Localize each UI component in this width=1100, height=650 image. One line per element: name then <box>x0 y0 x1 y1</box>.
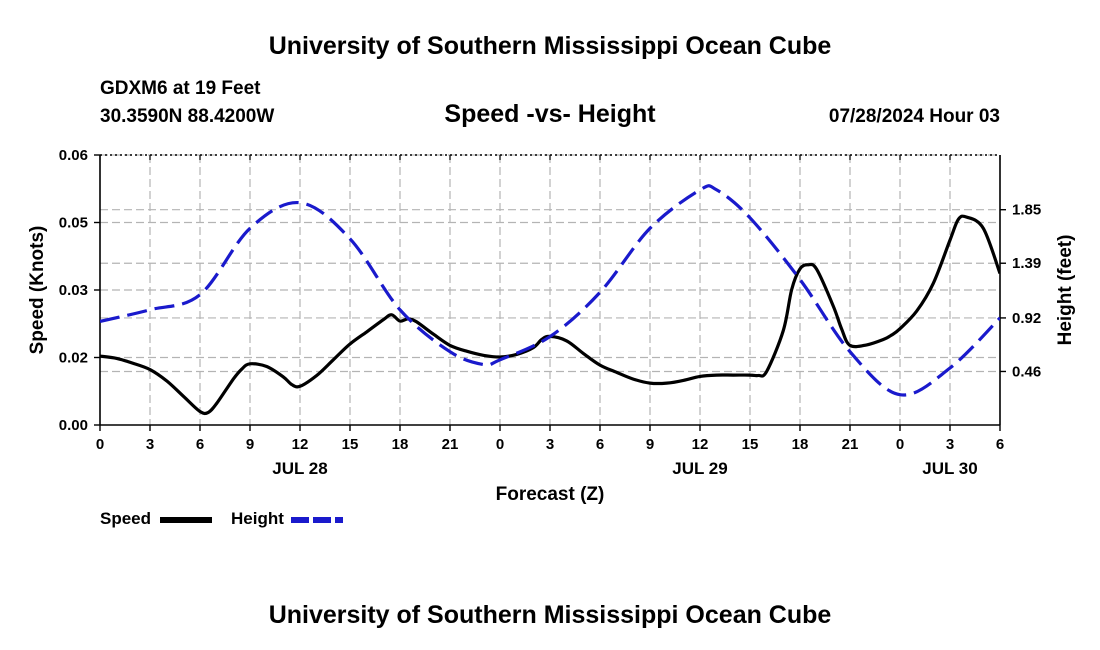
y2-tick-label: 1.39 <box>1012 255 1041 272</box>
x-tick-label: 18 <box>792 436 809 453</box>
series-layer <box>100 184 1000 416</box>
y2-tick-label: 1.85 <box>1012 202 1041 219</box>
page-title: University of Southern Mississippi Ocean… <box>268 32 832 60</box>
x-tick-label: 9 <box>646 436 654 453</box>
x-tick-label: 3 <box>146 436 154 453</box>
y-tick-label: 0.00 <box>59 417 88 434</box>
station-name: GDXM6 at 19 Feet <box>100 78 261 99</box>
x-tick-label: 6 <box>996 436 1004 453</box>
x-date-label: JUL 29 <box>672 459 727 478</box>
y-axis-title: Speed (Knots) <box>27 226 48 355</box>
x-tick-label: 12 <box>292 436 309 453</box>
x-tick-label: 0 <box>96 436 104 453</box>
legend-height-label: Height <box>231 509 284 528</box>
legend-speed-swatch <box>160 517 212 523</box>
x-tick-label: 15 <box>742 436 759 453</box>
x-tick-label: 3 <box>546 436 554 453</box>
legend-height-swatch <box>291 517 343 523</box>
station-coordinates: 30.3590N 88.4200W <box>100 106 275 127</box>
x-date-label: JUL 28 <box>272 459 327 478</box>
legend-speed-label: Speed <box>100 509 152 528</box>
y2-axis-title: Height (feet) <box>1055 235 1076 346</box>
x-tick-label: 21 <box>842 436 859 453</box>
grid-layer <box>100 154 1000 425</box>
x-tick-label: 18 <box>392 436 409 453</box>
y2-tick-label: 0.46 <box>1012 363 1041 380</box>
y-tick-label: 0.06 <box>59 147 88 164</box>
y-tick-label: 0.03 <box>59 282 88 299</box>
footer-title: University of Southern Mississippi Ocean… <box>268 601 832 629</box>
x-tick-label: 12 <box>692 436 709 453</box>
x-tick-label: 21 <box>442 436 459 453</box>
y2-tick-label: 0.92 <box>1012 310 1041 327</box>
label-layer: 0 3 6 9 12 15 18 21 0 3 6 9 12 15 18 21 0 3 6 JUL 28 JUL 29 J… <box>27 147 1076 505</box>
x-tick-label: 6 <box>196 436 204 453</box>
axes-layer <box>94 154 1006 431</box>
y-tick-label: 0.05 <box>59 215 88 232</box>
x-tick-label: 0 <box>896 436 904 453</box>
series-line-height <box>100 184 1000 397</box>
x-tick-label: 6 <box>596 436 604 453</box>
x-date-label: JUL 30 <box>922 459 977 478</box>
x-tick-label: 15 <box>342 436 359 453</box>
chart-title: Speed -vs- Height <box>444 100 656 128</box>
forecast-timestamp: 07/28/2024 Hour 03 <box>828 106 1000 127</box>
x-tick-label: 9 <box>246 436 254 453</box>
x-axis-title: Forecast (Z) <box>496 484 605 505</box>
y-tick-label: 0.02 <box>59 350 88 367</box>
x-tick-label: 3 <box>946 436 954 453</box>
x-tick-label: 0 <box>496 436 504 453</box>
